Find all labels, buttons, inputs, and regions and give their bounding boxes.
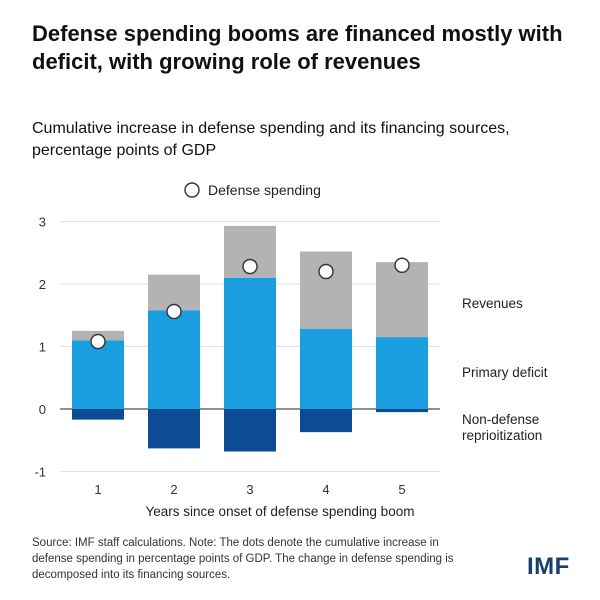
legend-dot-marker [184, 182, 200, 198]
x-tick-label: 1 [94, 482, 101, 497]
x-tick-label: 2 [170, 482, 177, 497]
x-axis-title: Years since onset of defense spending bo… [146, 504, 415, 519]
stacked-bar-chart: -1 0 1 2 3 1 2 3 4 5 Years since onset of defense… [34, 182, 548, 519]
y-tick-label: -1 [34, 465, 46, 480]
defense-spending-dot [166, 303, 182, 320]
x-tick-label: 3 [246, 482, 253, 497]
bar-primary-deficit [224, 277, 276, 409]
bar-primary-deficit [148, 310, 200, 409]
chart-subtitle: Cumulative increase in defense spending … [32, 120, 510, 159]
bar-revenues [300, 251, 352, 329]
y-tick-label: 3 [39, 215, 46, 230]
defense-spending-dot [242, 258, 258, 275]
series-label-non-defense: Non-defense reprioitization [462, 412, 542, 443]
y-tick-label: 1 [39, 340, 46, 355]
bar-primary-deficit [376, 337, 428, 409]
chart-title: Defense spending booms are financed most… [32, 21, 563, 74]
y-tick-label: 2 [39, 277, 46, 292]
defense-spending-dot [90, 333, 106, 350]
x-tick-label: 5 [398, 482, 405, 497]
bar-non-defense [148, 409, 200, 449]
bar-non-defense [72, 409, 124, 420]
defense-spending-dot [394, 257, 410, 273]
series-label-revenues: Revenues [462, 296, 523, 311]
bar-primary-deficit [72, 340, 124, 409]
x-tick-label: 4 [322, 482, 329, 497]
bar-non-defense [224, 409, 276, 452]
defense-spending-dot [318, 263, 334, 280]
source-note: Source: IMF staff calculations. Note: Th… [32, 537, 454, 581]
series-label-primary-deficit: Primary deficit [462, 365, 548, 380]
y-tick-label: 0 [39, 402, 46, 417]
bar-revenues [376, 262, 428, 338]
bar-primary-deficit [300, 329, 352, 409]
bar-non-defense [376, 409, 428, 413]
imf-logo: IMF [527, 553, 570, 580]
bar-non-defense [300, 409, 352, 433]
legend-defense-spending: Defense spending [208, 182, 321, 198]
